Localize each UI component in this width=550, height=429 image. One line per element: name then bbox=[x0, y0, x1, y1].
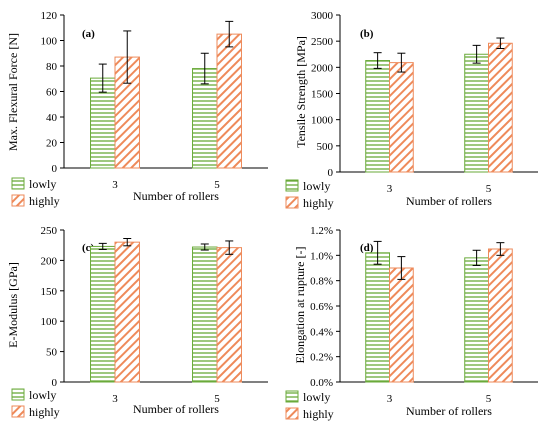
bar-lowly-5 bbox=[464, 257, 489, 383]
x-tick-label: 3 bbox=[387, 183, 393, 195]
legend-label: lowly bbox=[303, 179, 330, 193]
y-tick-label: 0.8% bbox=[310, 276, 333, 288]
y-tick-label: 200 bbox=[41, 255, 58, 267]
panel-label: (a) bbox=[82, 28, 95, 40]
bar-highly-5 bbox=[216, 33, 242, 169]
y-tick-label: 1.0% bbox=[310, 250, 333, 262]
legend-label: highly bbox=[303, 407, 334, 421]
y-tick-label: 250 bbox=[41, 225, 58, 237]
panel-label: (d) bbox=[360, 242, 374, 254]
legend-swatch-highly bbox=[285, 407, 299, 420]
y-tick-label: 1500 bbox=[311, 89, 334, 101]
legend-label: highly bbox=[303, 196, 334, 210]
legend-swatch-highly bbox=[285, 196, 299, 209]
legend-swatch-highly bbox=[11, 405, 25, 418]
y-tick-label: 80 bbox=[46, 61, 58, 73]
bar-highly-3 bbox=[389, 267, 414, 383]
legend-label: lowly bbox=[303, 390, 330, 404]
y-tick-label: 0 bbox=[328, 167, 334, 179]
y-tick-label: 500 bbox=[317, 141, 334, 153]
y-tick-label: 60 bbox=[46, 87, 58, 99]
bar-lowly-5 bbox=[464, 53, 489, 173]
bar-lowly-5 bbox=[192, 68, 218, 169]
bar-lowly-3 bbox=[365, 60, 390, 173]
bar-lowly-3 bbox=[365, 252, 390, 383]
chart-panel-d: 0.0% 0.2% 0.4% 0.6% 0.8% 1.0% 1.2%Elongation a… bbox=[285, 225, 538, 421]
y-tick-label: 0.2% bbox=[310, 352, 333, 364]
y-tick-label: 2500 bbox=[311, 36, 334, 48]
x-axis-label: Number of rollers bbox=[133, 189, 219, 203]
x-tick-label: 3 bbox=[112, 393, 118, 405]
legend-label: lowly bbox=[29, 177, 56, 191]
x-tick-label: 3 bbox=[387, 393, 393, 405]
y-axis-label: Elongation at rupture [-] bbox=[293, 247, 307, 364]
x-tick-label: 3 bbox=[112, 179, 118, 191]
y-tick-label: 20 bbox=[46, 138, 58, 150]
bar-highly-5 bbox=[216, 247, 242, 383]
legend-label: lowly bbox=[29, 388, 56, 402]
y-axis-label: Max. Flexural Force [N] bbox=[6, 33, 20, 151]
y-axis-label: E-Modulus [GPa] bbox=[6, 262, 20, 348]
legend-swatch-lowly bbox=[285, 390, 299, 403]
y-tick-label: 50 bbox=[46, 347, 58, 359]
x-axis-label: Number of rollers bbox=[406, 194, 492, 208]
x-axis-label: Number of rollers bbox=[406, 404, 492, 418]
chart-panel-a: 0 20 40 60 80 100 120 Max. Flexural Force [N] (a… bbox=[6, 10, 268, 208]
y-tick-label: 40 bbox=[46, 112, 58, 124]
y-tick-label: 0.4% bbox=[310, 326, 333, 338]
x-axis-label: Number of rollers bbox=[133, 402, 219, 416]
y-tick-label: 0 bbox=[52, 377, 58, 389]
y-tick-label: 1.2% bbox=[310, 225, 333, 237]
y-tick-label: 2000 bbox=[311, 62, 334, 74]
y-tick-label: 0.6% bbox=[310, 301, 333, 313]
chart-panel-b: 0 500 1000 1500 2000 2500 3000 Tensile Strength… bbox=[285, 10, 538, 210]
y-tick-label: 150 bbox=[41, 286, 58, 298]
y-tick-label: 0.0% bbox=[310, 377, 333, 389]
x-tick-label: 5 bbox=[214, 179, 220, 191]
bar-lowly-3 bbox=[90, 245, 116, 383]
legend-swatch-lowly bbox=[285, 179, 299, 192]
legend-swatch-lowly bbox=[11, 388, 25, 401]
x-tick-label: 5 bbox=[486, 393, 492, 405]
bar-highly-3 bbox=[389, 62, 414, 173]
y-tick-label: 3000 bbox=[311, 10, 334, 22]
bar-highly-5 bbox=[488, 248, 513, 383]
bar-lowly-5 bbox=[192, 246, 218, 383]
y-tick-label: 1000 bbox=[311, 115, 334, 127]
legend-swatch-highly bbox=[11, 194, 25, 207]
bar-highly-3 bbox=[114, 241, 140, 383]
y-axis-label: Tensile Strength [MPa] bbox=[294, 36, 308, 148]
x-tick-label: 5 bbox=[486, 183, 492, 195]
legend-label: highly bbox=[29, 405, 60, 419]
legend-label: highly bbox=[29, 194, 60, 208]
x-tick-label: 5 bbox=[214, 393, 220, 405]
panel-label: (b) bbox=[360, 28, 374, 40]
y-tick-label: 100 bbox=[41, 36, 58, 48]
legend-swatch-lowly bbox=[11, 177, 25, 190]
y-tick-label: 0 bbox=[52, 163, 58, 175]
y-tick-label: 120 bbox=[41, 10, 58, 22]
y-tick-label: 100 bbox=[41, 316, 58, 328]
bar-highly-5 bbox=[488, 42, 513, 173]
